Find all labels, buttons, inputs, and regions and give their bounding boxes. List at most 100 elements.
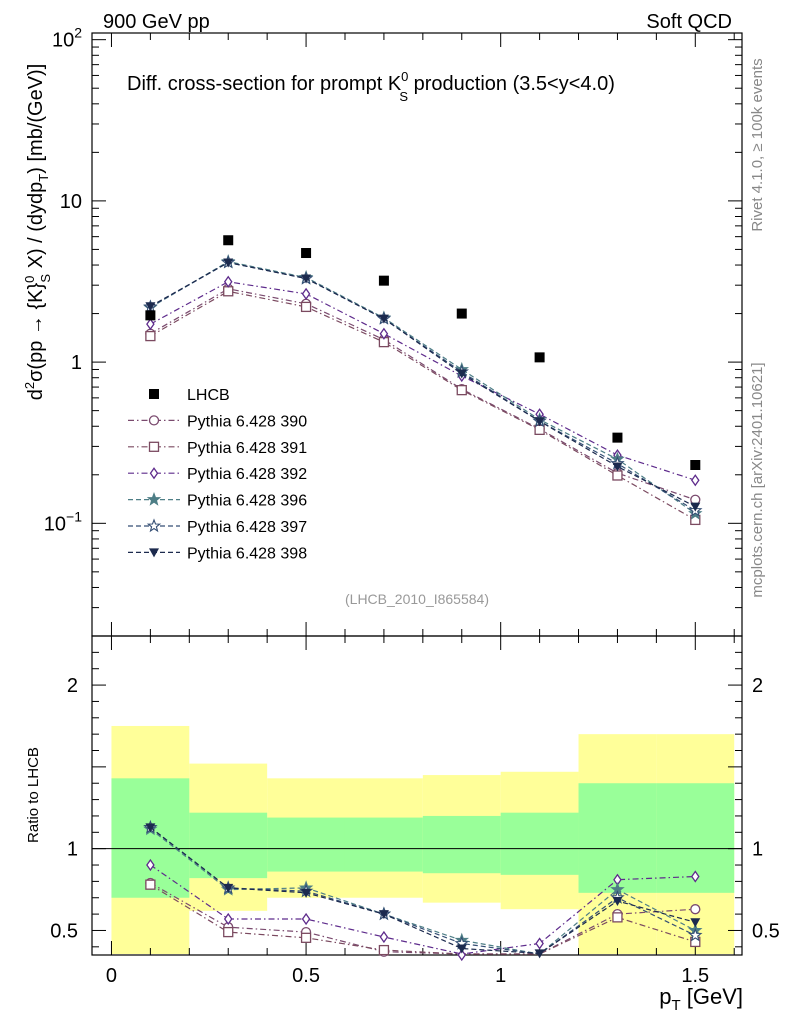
x-tick-label: 0.5 — [292, 965, 320, 987]
data-point-main — [690, 474, 700, 487]
series-line-ratio — [150, 826, 696, 955]
data-point-main — [534, 424, 545, 435]
data-point-main — [223, 275, 233, 288]
series-line-ratio — [150, 882, 696, 955]
chart-title: Diff. cross-section for prompt K0 S produ… — [127, 69, 615, 104]
series-line-main — [150, 290, 696, 521]
data-point-ratio — [612, 912, 623, 923]
legend-marker — [146, 492, 162, 506]
series-data — [145, 235, 701, 471]
data-point-lhcb — [456, 308, 467, 319]
legend-label: Pythia 6.428 397 — [187, 519, 307, 536]
analysis-id: (LHCB_2010_I865584) — [345, 591, 489, 607]
y-tick-label-ratio-right: 0.5 — [752, 920, 780, 942]
header-left: 900 GeV pp — [103, 11, 210, 33]
data-point-main — [223, 286, 234, 297]
data-point-ratio — [690, 870, 700, 883]
legend-marker — [148, 441, 160, 452]
data-point-ratio — [223, 883, 234, 893]
ratio-frame — [91, 635, 743, 956]
data-point-main — [456, 384, 467, 396]
legend-marker — [149, 467, 159, 480]
series-line-main — [150, 288, 696, 501]
data-point-lhcb — [223, 235, 234, 246]
legend-label: LHCB — [187, 387, 230, 404]
axes: 0 0.5 1 1.5 102 10 1 10−1 2 2 1 1 0.5 0.5 — [44, 25, 780, 987]
data-point-ratio — [378, 910, 389, 920]
band-inner-5 — [500, 812, 579, 875]
series-line-main — [150, 260, 696, 514]
data-point-ratio — [300, 932, 312, 943]
x-axis-label: pT [GeV] — [659, 984, 743, 1014]
band-inner-2 — [267, 817, 345, 872]
legend-label: Pythia 6.428 391 — [187, 440, 307, 457]
data-point-ratio — [145, 879, 156, 890]
data-point-lhcb — [378, 275, 389, 286]
data-point-lhcb — [612, 432, 623, 443]
series-line-main — [150, 261, 696, 508]
legend-label: Pythia 6.428 392 — [187, 466, 307, 483]
data-point-ratio — [301, 888, 312, 898]
data-point-main — [145, 302, 156, 312]
data-point-ratio — [379, 930, 389, 944]
series-layer — [143, 235, 703, 962]
data-point-main — [612, 462, 623, 472]
data-point-ratio — [612, 897, 623, 907]
side-label-top: Rivet 4.1.0, ≥ 100k events — [749, 58, 766, 231]
data-point-main — [612, 470, 623, 481]
data-point-ratio — [223, 926, 234, 938]
data-point-main — [300, 301, 312, 313]
band-inner-0 — [111, 778, 190, 898]
series-line-main — [150, 281, 696, 481]
band-inner-3 — [344, 817, 423, 872]
y-tick-label-main: 102 — [52, 25, 82, 52]
data-point-ratio — [378, 944, 390, 956]
y-tick-label-main: 1 — [71, 352, 82, 374]
y-tick-label-ratio-right: 1 — [752, 839, 763, 861]
x-tick-label: 1.5 — [681, 965, 709, 987]
series-5 — [145, 258, 701, 959]
legend-marker — [149, 389, 159, 399]
data-point-lhcb — [690, 460, 701, 471]
header-right: Soft QCD — [646, 11, 732, 33]
data-point-ratio — [457, 948, 467, 962]
data-point-lhcb — [534, 352, 545, 363]
y-tick-label-ratio-left: 1 — [67, 839, 78, 861]
data-point-main — [301, 287, 311, 301]
x-tick-label: 0 — [106, 965, 117, 987]
y-tick-label-main: 10−1 — [44, 508, 82, 535]
series-line-ratio — [150, 884, 696, 955]
band-inner-4 — [422, 815, 501, 874]
y-axis-label-ratio: Ratio to LHCB — [25, 747, 42, 843]
x-tick-label: 1 — [495, 965, 506, 987]
data-point-main — [456, 369, 467, 379]
data-point-main — [301, 274, 312, 284]
y-tick-label-ratio-left: 0.5 — [50, 920, 78, 942]
data-point-main — [690, 502, 701, 512]
data-point-ratio — [456, 944, 467, 954]
data-point-ratio — [690, 904, 701, 915]
data-point-ratio — [535, 937, 544, 950]
data-point-main — [378, 314, 389, 324]
data-point-ratio — [145, 823, 156, 833]
legend-marker — [146, 518, 162, 533]
legend-marker — [148, 415, 160, 426]
data-point-ratio — [690, 918, 701, 928]
series-line-main — [150, 261, 696, 512]
series-1 — [145, 286, 701, 956]
series-line-ratio — [150, 826, 696, 955]
data-point-main — [223, 258, 234, 268]
data-point-ratio — [301, 912, 311, 926]
series-line-ratio — [150, 828, 696, 955]
legend-label: Pythia 6.428 390 — [187, 413, 307, 430]
y-tick-label-ratio-left: 2 — [67, 675, 78, 697]
data-point-ratio — [688, 927, 703, 942]
data-point-lhcb — [145, 310, 156, 321]
legend-marker — [149, 548, 159, 558]
y-tick-label-main: 10 — [60, 191, 82, 213]
data-point-main — [146, 317, 155, 331]
data-point-main — [145, 330, 156, 342]
legend-label: Pythia 6.428 396 — [187, 493, 307, 510]
data-point-lhcb — [301, 248, 312, 259]
